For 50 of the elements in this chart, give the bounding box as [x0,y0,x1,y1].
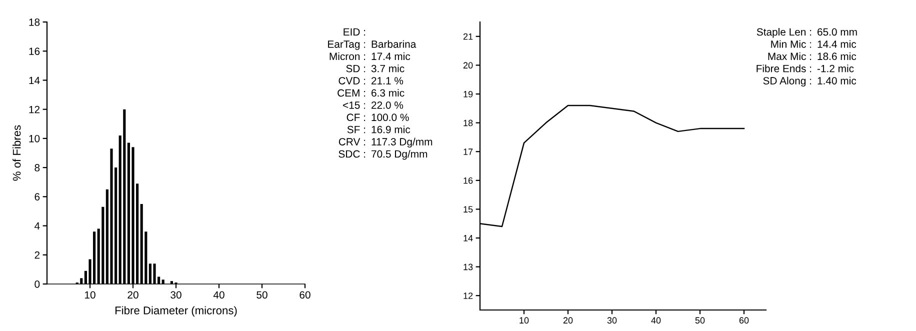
annotation: SD Along : 1.40 mic [763,76,856,87]
y-tick-label: 19 [464,90,473,98]
text: SD : 3.7 mic [346,64,404,72]
text: <15 : 22.0 % [343,101,404,109]
x-tick-label: 20 [128,291,138,299]
annotation: Fibre Ends : -1.2 mic [756,64,854,72]
x-tick-label: 50 [695,317,705,324]
y-tick-label: 20 [463,62,473,69]
y-tick-label: 18 [464,120,473,126]
y-tick-label: 10 [29,134,40,142]
x-tick-label: 10 [85,291,96,299]
y-axis-title: % of Fibres [12,125,21,181]
x-tick-label: 10 [520,317,529,324]
y-tick-label: 6 [34,193,40,201]
y-tick-label: 2 [34,251,40,259]
x-tick-label: 40 [651,317,661,324]
text: Micron : 17.4 mic [330,52,410,60]
y-tick-label: 8 [34,164,40,172]
x-tick-label: 30 [170,291,182,299]
y-tick-label: 15 [464,206,473,213]
y-tick-label: 14 [464,235,473,242]
text: SF : 16.9 mic [347,126,410,134]
text: CF : 100.0 % [346,114,409,122]
y-tick-label: 16 [29,48,40,55]
text: EarTag : Barbarina [328,40,416,50]
y-tick-label: 14 [29,76,40,84]
x-tick-label: 60 [739,317,749,324]
y-tick-label: 12 [29,106,40,114]
text: CRV : 117.3 Dg/mm [338,138,432,148]
text: Min Mic : 14.4 mic [771,40,856,48]
y-tick-label: 18 [29,18,40,26]
text: CEM : 6.3 mic [338,89,404,97]
y-tick-label: 16 [464,177,473,184]
text: EID : [344,28,366,36]
x-tick-label: 30 [607,317,617,324]
x-tick-label: 40 [213,291,224,299]
x-tick-label: 50 [256,291,268,299]
x-tick-label: 60 [300,291,310,299]
y-tick-label: 21 [463,33,473,40]
annotation: Staple Len : 65.0 mm [756,28,857,38]
x-tick-label: 20 [563,317,573,324]
y-tick-label: 0 [34,280,40,288]
y-tick-label: 4 [34,222,40,230]
text: Max Mic : 18.6 mic [768,52,856,60]
x-axis-title: Fibre Diameter (microns) [115,306,237,317]
text: CVD : 21.1 % [338,77,404,84]
y-tick-label: 12 [464,292,473,299]
y-tick-label: 17 [464,148,473,155]
y-tick-label: 13 [464,264,473,270]
text: SDC : 70.5 Dg/mm [338,150,428,160]
